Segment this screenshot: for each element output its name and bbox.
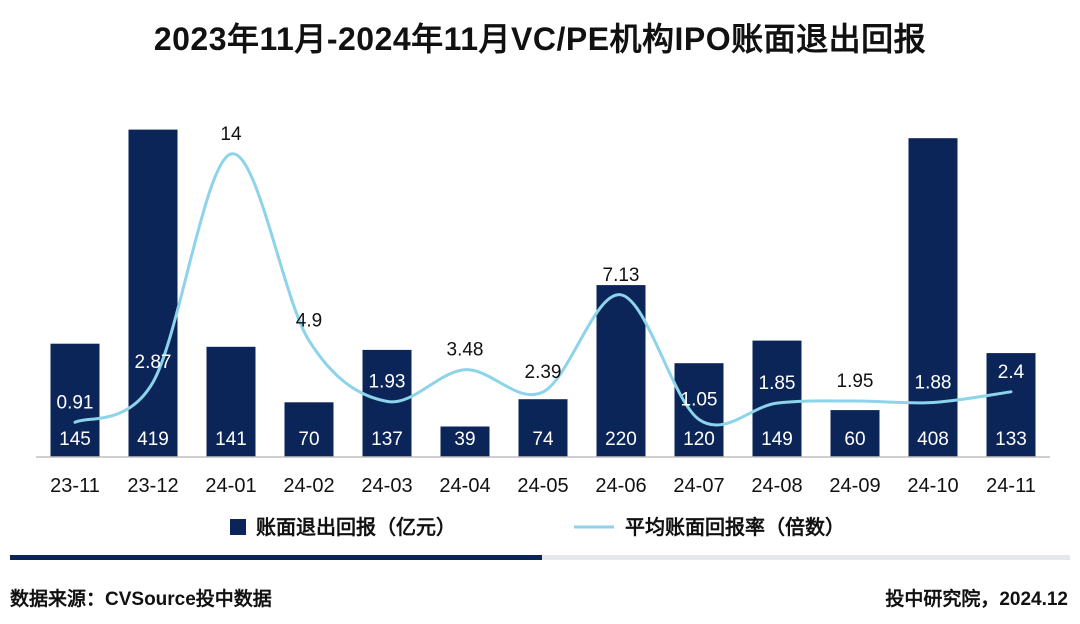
legend-line-label: 平均账面回报率（倍数） <box>625 515 845 539</box>
bar-value-label: 419 <box>137 429 169 450</box>
line-value-label: 2.4 <box>998 362 1025 383</box>
bar-24-04 <box>440 426 490 457</box>
bar-value-label: 133 <box>995 429 1027 450</box>
bar-value-label: 39 <box>454 429 475 450</box>
bar-24-08 <box>752 340 802 457</box>
bar-value-label: 120 <box>683 429 715 450</box>
x-tick-label: 24-08 <box>751 475 802 497</box>
bar-24-03 <box>362 349 412 457</box>
bar-value-label: 145 <box>59 429 91 450</box>
bar-value-label: 149 <box>761 429 793 450</box>
labels-layer: 145 419 141 70 137 39 74 220 120 149 60 408 133 0.91 2… <box>57 124 1027 450</box>
bar-23-11 <box>50 343 100 457</box>
line-value-label: 2.87 <box>135 352 172 373</box>
bar-value-label: 408 <box>917 429 949 450</box>
bar-24-05 <box>518 399 568 457</box>
divider-light <box>542 555 1070 560</box>
x-tick-labels: 23-11 23-12 24-01 24-02 24-03 24-04 24-05 24-06… <box>50 475 1036 497</box>
line-value-label: 4.9 <box>296 311 322 332</box>
bar-value-label: 60 <box>844 429 865 450</box>
legend-bar-swatch <box>230 519 246 535</box>
bar-value-label: 220 <box>605 429 637 450</box>
bar-23-12 <box>128 129 178 457</box>
line-layer <box>73 152 1013 427</box>
x-tick-label: 24-11 <box>986 475 1036 497</box>
x-tick-label: 24-06 <box>595 475 646 497</box>
line-value-label: 3.48 <box>447 340 484 361</box>
bar-value-label: 137 <box>371 429 403 450</box>
source-note: 数据来源：CVSource投中数据 <box>10 589 272 610</box>
line-value-label: 1.93 <box>369 371 406 392</box>
legend-bar-label: 账面退出回报（亿元） <box>256 515 456 539</box>
divider-dark <box>10 555 542 560</box>
line-value-label: 1.85 <box>759 373 796 394</box>
x-tick-label: 24-01 <box>205 475 256 497</box>
x-tick-label: 24-03 <box>361 475 412 497</box>
line-value-label: 2.39 <box>525 362 562 383</box>
chart-title: 2023年11月-2024年11月VC/PE机构IPO账面退出回报 <box>153 21 927 57</box>
credit-note: 投中研究院，2024.12 <box>885 589 1068 610</box>
x-tick-label: 24-10 <box>907 475 958 497</box>
bar-24-01 <box>206 346 256 457</box>
bar-24-11 <box>986 353 1036 457</box>
line-value-label: 14 <box>220 124 242 145</box>
line-value-label: 1.95 <box>837 371 874 392</box>
line-value-label: 0.91 <box>57 392 94 413</box>
x-tick-label: 24-07 <box>673 475 724 497</box>
x-tick-label: 24-04 <box>439 475 490 497</box>
bar-value-label: 70 <box>298 429 319 450</box>
x-tick-label: 23-11 <box>50 475 100 497</box>
bar-value-label: 141 <box>215 429 247 450</box>
x-tick-label: 24-05 <box>517 475 568 497</box>
legend: 账面退出回报（亿元） 平均账面回报率（倍数） <box>230 515 845 539</box>
bar-value-label: 74 <box>532 429 554 450</box>
bars-layer <box>50 129 1036 457</box>
bar-24-09 <box>830 410 880 457</box>
line-value-label: 1.88 <box>915 373 952 394</box>
line-value-label: 1.05 <box>681 390 718 411</box>
line-value-label: 7.13 <box>603 265 640 286</box>
bar-24-10 <box>908 138 958 457</box>
series-line <box>73 152 1013 427</box>
bar-24-07 <box>674 363 724 457</box>
x-tick-label: 24-02 <box>283 475 334 497</box>
x-tick-label: 23-12 <box>127 475 178 497</box>
x-tick-label: 24-09 <box>829 475 880 497</box>
bar-24-06 <box>596 285 646 457</box>
bar-24-02 <box>284 402 334 457</box>
